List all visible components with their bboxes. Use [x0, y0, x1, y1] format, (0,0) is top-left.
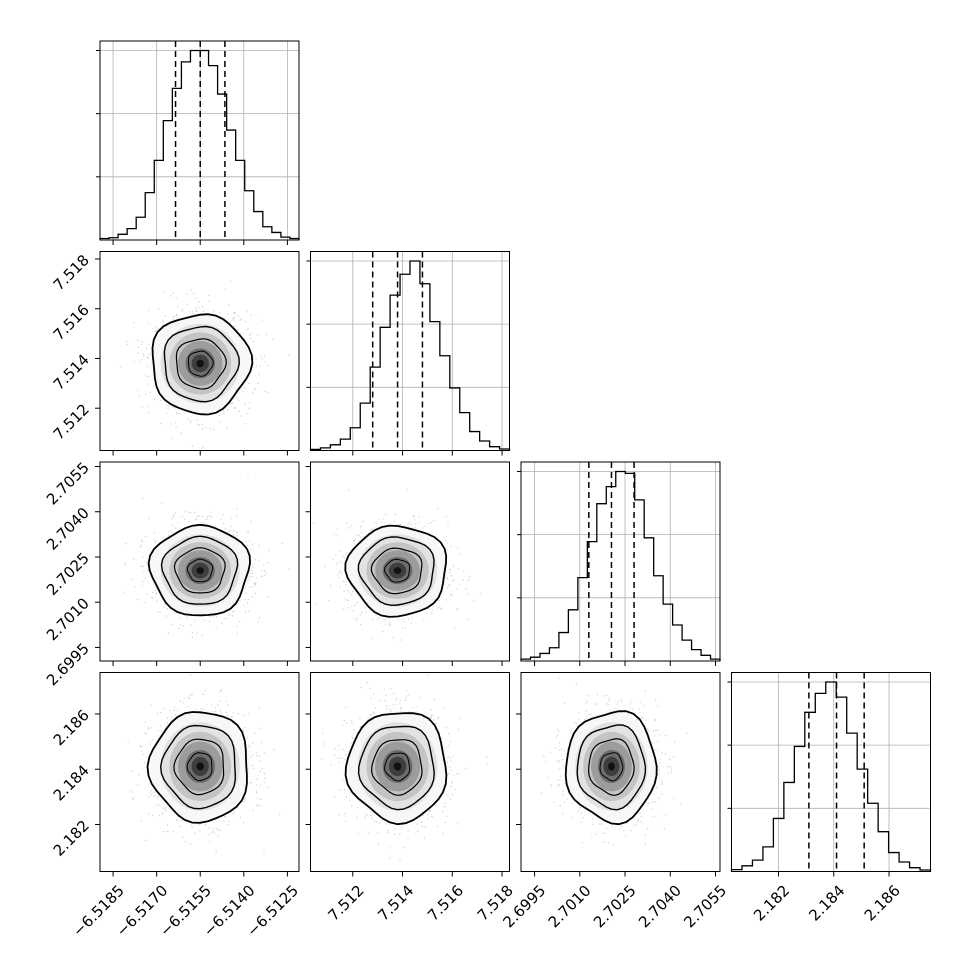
panel-0-0	[96, 40, 300, 245]
density-fill	[393, 762, 402, 771]
density-contour	[357, 536, 435, 607]
x-tick-label: 2.186	[861, 882, 904, 925]
density-contour	[370, 547, 423, 595]
density-contour	[587, 738, 635, 796]
density-contour	[186, 752, 213, 782]
density-contour	[344, 524, 448, 618]
panel-frame	[310, 672, 510, 872]
density-contour	[576, 724, 647, 811]
panel-2-2	[517, 461, 721, 666]
y-tick-label: 2.7010	[43, 594, 93, 644]
panel-frame	[99, 40, 300, 241]
x-tick-label: 2.7025	[590, 882, 640, 932]
x-tick-label: 2.7055	[680, 882, 730, 932]
density-contour	[146, 711, 248, 824]
density-contour	[173, 738, 225, 796]
density-contour	[370, 739, 423, 796]
y-tick-label: 7.514	[50, 351, 93, 394]
density-contour	[384, 752, 411, 782]
y-tick-label: 7.512	[50, 400, 93, 443]
density-fill	[196, 762, 204, 771]
density-fill	[196, 359, 204, 368]
panel-1-1	[306, 251, 511, 456]
y-tick-label: 2.186	[50, 706, 93, 749]
y-tick-label: 2.184	[50, 761, 93, 804]
density-fill	[196, 567, 204, 574]
y-tick-label: 2.6995	[43, 640, 93, 690]
panel-frame	[520, 461, 721, 662]
histogram-step	[730, 681, 932, 872]
panel-frame	[99, 672, 300, 872]
panel-frame	[310, 251, 510, 451]
panel-3-1: 7.512 7.514 7.516 7.518	[305, 672, 517, 925]
density-contour	[344, 712, 448, 826]
panel-frame	[99, 461, 300, 662]
panel-frame	[731, 672, 931, 872]
y-tick-label: 2.7040	[43, 504, 93, 554]
density-contour	[186, 558, 214, 583]
density-fill	[393, 567, 402, 574]
x-tick-label: 2.184	[805, 882, 848, 925]
y-tick-label: 2.182	[50, 817, 93, 860]
panel-2-1	[305, 461, 510, 666]
density-contour	[151, 313, 254, 416]
x-tick-label: 7.516	[424, 882, 467, 925]
density-contour	[175, 338, 227, 390]
y-tick-label: 7.516	[50, 301, 93, 344]
panel-frame	[310, 461, 510, 662]
density-contour	[173, 547, 226, 594]
y-tick-label: 7.518	[50, 251, 93, 294]
x-tick-label: 2.7040	[635, 882, 685, 932]
density-contour	[159, 724, 237, 810]
histogram-step	[99, 49, 300, 240]
density-fill	[608, 762, 615, 771]
y-tick-label: 2.7055	[43, 459, 93, 509]
panel-frame	[99, 251, 300, 451]
histogram-step	[520, 470, 721, 661]
density-contour	[564, 710, 658, 826]
density-contour	[383, 558, 411, 583]
histogram-step	[309, 260, 511, 451]
panel-3-0: −6.5185−6.5170−6.5155−6.5140−6.51252.182…	[50, 672, 302, 940]
panel-3-3: 2.182 2.184 2.186	[727, 672, 932, 925]
x-tick-label: 2.7010	[545, 882, 595, 932]
density-contour	[357, 725, 435, 811]
density-contour	[599, 752, 624, 782]
panel-1-0: 7.512 7.514 7.516 7.518	[50, 251, 300, 456]
x-tick-label: 7.512	[324, 882, 367, 925]
x-tick-label: 7.514	[374, 882, 417, 925]
panel-frame	[520, 672, 721, 872]
density-contour	[147, 523, 251, 617]
y-tick-label: 2.7025	[43, 549, 93, 599]
x-tick-label: 2.182	[750, 882, 793, 925]
density-contour	[187, 350, 214, 377]
density-contour	[163, 325, 241, 403]
density-contour	[160, 535, 239, 605]
